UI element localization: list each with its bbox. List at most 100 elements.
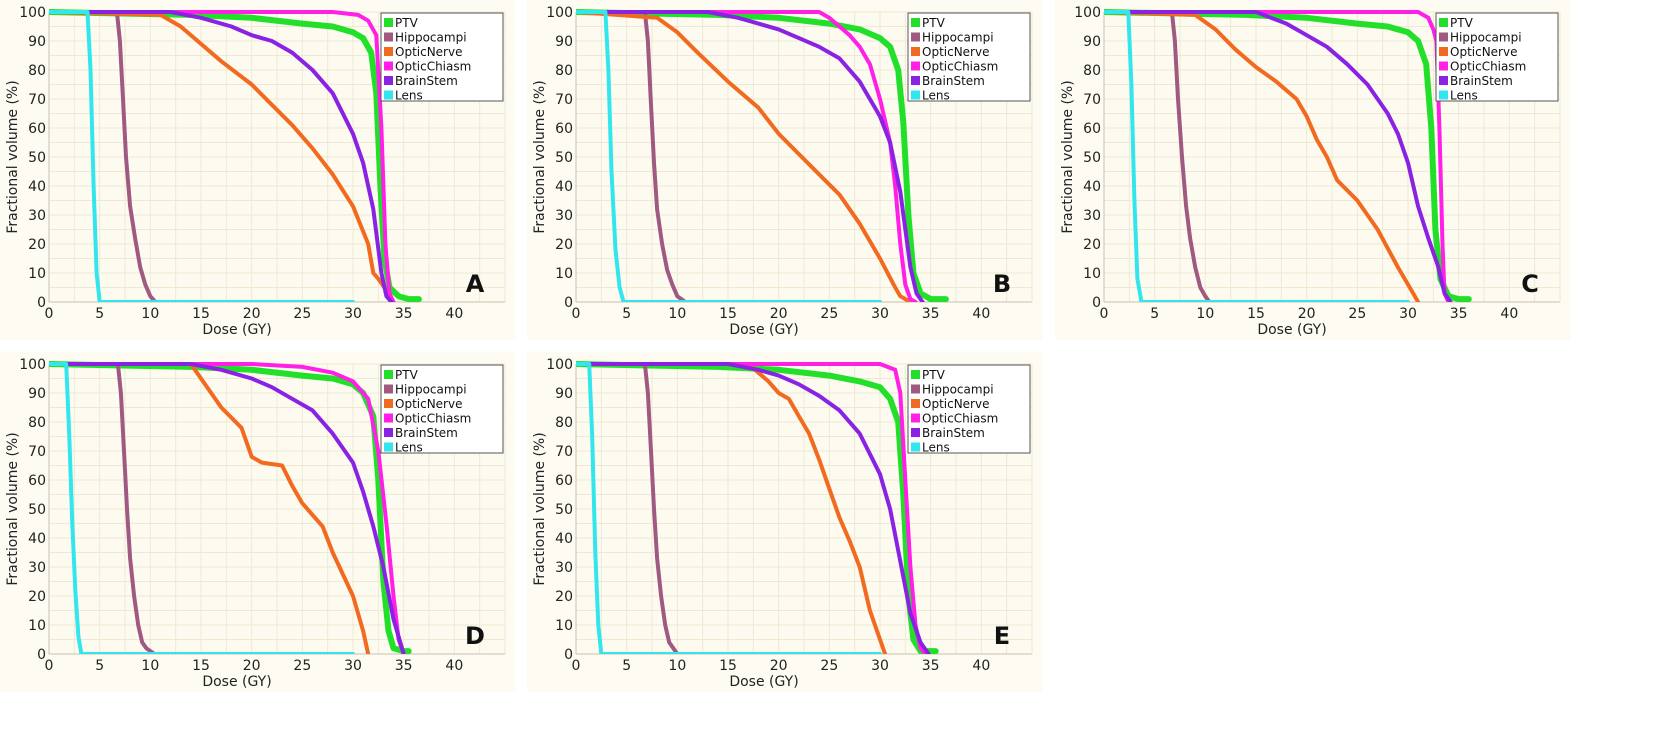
legend-entry: Lens bbox=[395, 441, 423, 455]
x-tick-label: 15 bbox=[192, 306, 210, 322]
legend-swatch bbox=[384, 47, 393, 56]
x-axis-label: Dose (GY) bbox=[729, 674, 798, 690]
x-tick-label: 25 bbox=[293, 658, 311, 674]
chart-panel-a: 0 5 10 15 20 25 30 35 40 0 10 20 30 40 50 60 70 80 90 100 Do… bbox=[0, 0, 515, 340]
x-tick-label: 35 bbox=[395, 306, 413, 322]
x-tick-label: 15 bbox=[719, 306, 737, 322]
chart-panel-e: 0 5 10 15 20 25 30 35 40 0 10 20 30 40 50 60 70 80 90 100 Do… bbox=[527, 352, 1042, 692]
y-tick-label: 0 bbox=[1092, 295, 1101, 311]
legend-entry: BrainStem bbox=[395, 426, 458, 440]
legend-swatch bbox=[911, 76, 920, 85]
x-tick-label: 30 bbox=[1399, 306, 1417, 322]
legend-box bbox=[380, 12, 504, 102]
x-tick-label: 10 bbox=[141, 306, 159, 322]
series-line-opticchiasm bbox=[49, 362, 406, 654]
legend-swatch bbox=[1439, 61, 1448, 71]
y-tick-label: 100 bbox=[19, 5, 46, 21]
x-tick-label: 40 bbox=[445, 658, 463, 674]
series-line-hippocampi bbox=[1104, 10, 1212, 302]
legend-box bbox=[1435, 12, 1559, 102]
x-tick-label: 0 bbox=[45, 658, 54, 674]
y-tick-label: 90 bbox=[1083, 34, 1101, 50]
y-tick-label: 60 bbox=[555, 473, 573, 489]
legend-swatch bbox=[384, 32, 393, 42]
y-tick-label: 10 bbox=[555, 618, 573, 634]
series-line-opticchiasm bbox=[49, 10, 396, 302]
x-tick-label: 15 bbox=[719, 658, 737, 674]
panel-label: A bbox=[466, 270, 485, 298]
legend-swatch bbox=[911, 442, 920, 452]
x-tick-label: 40 bbox=[972, 306, 990, 322]
y-tick-label: 20 bbox=[28, 237, 46, 253]
chart-panel-c: 0 5 10 15 20 25 30 35 40 0 10 20 30 40 50 60 70 80 90 100 Do… bbox=[1055, 0, 1570, 340]
series-line-brainstem bbox=[1104, 10, 1453, 302]
legend-box bbox=[907, 364, 1031, 454]
series-line-lens bbox=[576, 10, 882, 302]
legend-entry: OpticChiasm bbox=[922, 412, 998, 426]
panel-label: D bbox=[465, 622, 485, 650]
y-tick-label: 60 bbox=[555, 121, 573, 137]
y-tick-label: 100 bbox=[19, 357, 46, 373]
legend-swatch bbox=[911, 370, 920, 379]
legend-entry: BrainStem bbox=[1450, 74, 1513, 88]
series-line-lens bbox=[49, 362, 355, 654]
y-tick-label: 70 bbox=[555, 444, 573, 460]
y-tick-label: 80 bbox=[1083, 63, 1101, 79]
y-tick-label: 80 bbox=[555, 63, 573, 79]
x-axis-label: Dose (GY) bbox=[729, 322, 798, 338]
series-line-ptv bbox=[49, 9, 422, 302]
legend-entry: Hippocampi bbox=[922, 31, 994, 45]
y-tick-label: 10 bbox=[1083, 266, 1101, 282]
y-tick-label: 70 bbox=[28, 92, 46, 108]
series-line-ptv bbox=[1104, 9, 1472, 302]
series-line-opticnerve bbox=[49, 362, 371, 654]
series-line-opticnerve bbox=[576, 10, 913, 302]
legend-entry: BrainStem bbox=[922, 74, 985, 88]
x-axis-label: Dose (GY) bbox=[202, 674, 271, 690]
x-tick-label: 30 bbox=[871, 306, 889, 322]
y-tick-label: 60 bbox=[28, 121, 46, 137]
x-tick-label: 5 bbox=[622, 306, 631, 322]
x-tick-label: 10 bbox=[668, 306, 686, 322]
series-line-lens bbox=[1104, 10, 1410, 302]
series-line-opticnerve bbox=[576, 362, 888, 654]
y-tick-label: 100 bbox=[546, 357, 573, 373]
legend-swatch bbox=[911, 61, 920, 71]
legend-entry: BrainStem bbox=[922, 426, 985, 440]
y-tick-label: 0 bbox=[37, 295, 46, 311]
legend-entry: OpticNerve bbox=[922, 45, 989, 59]
y-tick-label: 0 bbox=[37, 647, 46, 663]
legend-swatch bbox=[384, 61, 393, 71]
x-tick-label: 25 bbox=[820, 306, 838, 322]
x-tick-label: 20 bbox=[770, 306, 788, 322]
legend-entry: BrainStem bbox=[395, 74, 458, 88]
legend-swatch bbox=[911, 384, 920, 394]
legend-entry: OpticNerve bbox=[395, 45, 462, 59]
legend-swatch bbox=[911, 428, 920, 437]
legend-swatch bbox=[384, 413, 393, 423]
legend-entry: OpticChiasm bbox=[395, 60, 471, 74]
series-line-opticnerve bbox=[1104, 10, 1421, 302]
legend-box bbox=[380, 364, 504, 454]
legend-swatch bbox=[384, 370, 393, 379]
y-tick-label: 10 bbox=[28, 618, 46, 634]
x-tick-label: 35 bbox=[922, 306, 940, 322]
legend-swatch bbox=[911, 413, 920, 423]
y-tick-label: 60 bbox=[28, 473, 46, 489]
y-tick-label: 30 bbox=[555, 560, 573, 576]
y-tick-label: 90 bbox=[555, 34, 573, 50]
x-tick-label: 35 bbox=[922, 658, 940, 674]
y-tick-label: 20 bbox=[555, 237, 573, 253]
series-line-ptv bbox=[576, 9, 949, 302]
panel-label: C bbox=[1521, 270, 1539, 298]
x-tick-label: 30 bbox=[344, 306, 362, 322]
y-tick-label: 100 bbox=[546, 5, 573, 21]
legend-swatch bbox=[384, 399, 393, 408]
y-tick-label: 0 bbox=[564, 647, 573, 663]
series-line-lens bbox=[576, 362, 882, 654]
y-tick-label: 40 bbox=[28, 531, 46, 547]
y-tick-label: 100 bbox=[1074, 5, 1101, 21]
y-tick-label: 30 bbox=[28, 560, 46, 576]
x-tick-label: 0 bbox=[1100, 306, 1109, 322]
legend-entry: PTV bbox=[395, 368, 419, 382]
